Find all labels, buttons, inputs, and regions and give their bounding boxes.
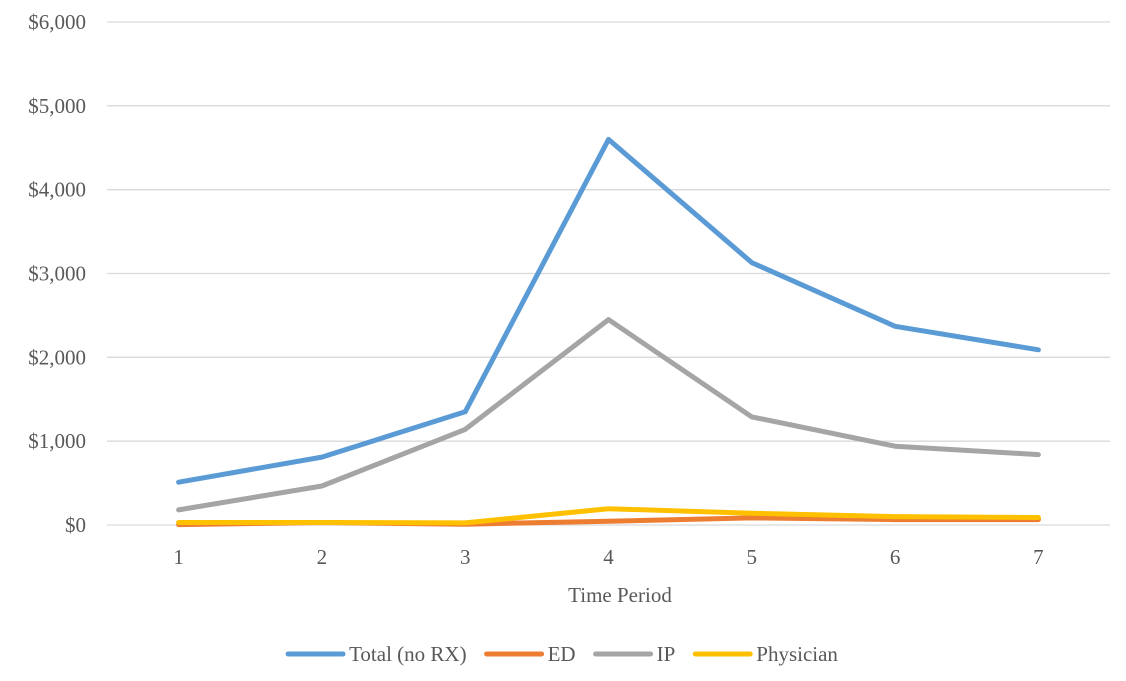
x-tick-label: 2 [317, 545, 328, 569]
gridlines [107, 21, 1110, 526]
legend-item-ed: ED [484, 642, 576, 666]
y-tick-label: $2,000 [28, 345, 86, 369]
x-axis: 1 2 3 4 5 6 7 [173, 545, 1043, 569]
y-tick-label: $6,000 [28, 10, 86, 34]
y-tick-label: $4,000 [28, 178, 86, 202]
legend-item-ip: IP [593, 642, 676, 666]
series-lines [176, 136, 1041, 528]
x-tick-label: 6 [890, 545, 901, 569]
series-line-total-no-rx [176, 136, 1041, 485]
legend-label: Physician [756, 642, 838, 666]
x-tick-label: 4 [603, 545, 614, 569]
y-tick-label: $0 [65, 513, 86, 537]
y-tick-label: $5,000 [28, 94, 86, 118]
legend-label: Total (no RX) [349, 642, 467, 666]
x-tick-label: 3 [460, 545, 471, 569]
x-tick-label: 5 [747, 545, 758, 569]
legend-label: IP [657, 642, 676, 666]
x-axis-title: Time Period [568, 583, 672, 607]
y-tick-label: $3,000 [28, 262, 86, 286]
legend-item-physician: Physician [692, 642, 838, 666]
y-axis: $0 $1,000 $2,000 $3,000 $4,000 $5,000 $6,000 [28, 10, 86, 537]
series-line-physician [176, 506, 1041, 526]
x-tick-label: 1 [173, 545, 184, 569]
x-tick-label: 7 [1033, 545, 1044, 569]
legend-label: ED [548, 642, 576, 666]
legend-item-total-no-rx: Total (no RX) [285, 642, 467, 666]
y-tick-label: $1,000 [28, 429, 86, 453]
series-line-ip [176, 317, 1041, 513]
legend: Total (no RX) ED IP Physician [285, 642, 838, 666]
